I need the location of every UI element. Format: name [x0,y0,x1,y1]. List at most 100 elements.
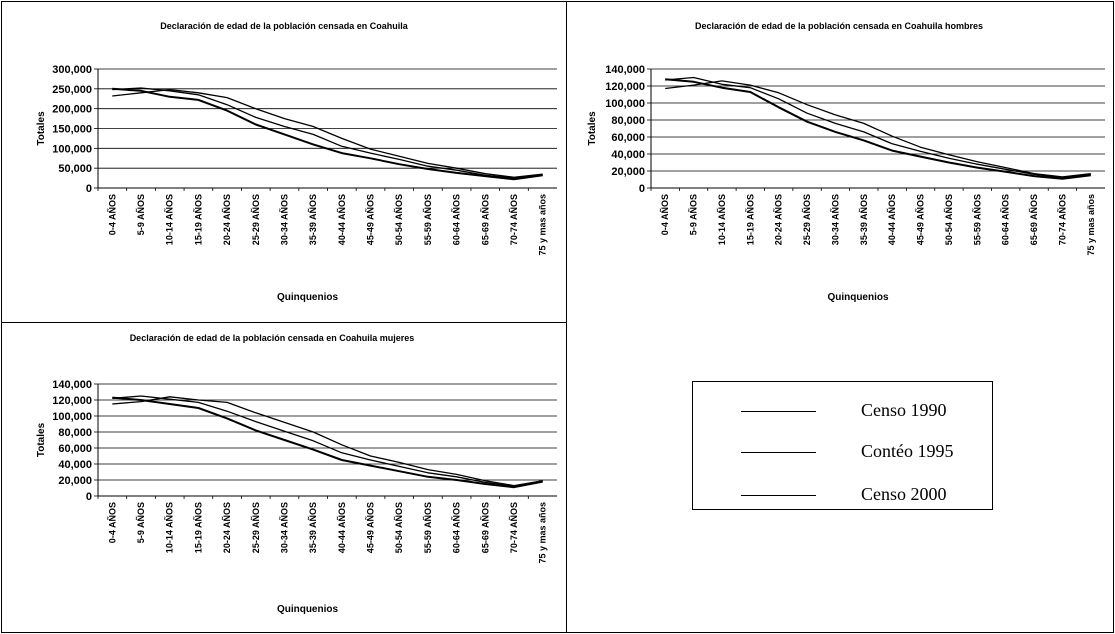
x-tick-label: 60-64 AÑOS [452,194,462,245]
x-tick-label: 70-74 AÑOS [509,194,519,245]
series-line-censo-2000 [665,80,1091,178]
x-tick-label: 0-4 AÑOS [107,194,117,235]
chart-mujeres: Declaración de edad de la población cens… [36,333,557,615]
y-tick-label: 0 [86,183,92,195]
y-tick-label: 40,000 [611,149,645,161]
legend: Censo 1990 Contéo 1995 Censo 2000 [692,381,993,510]
y-tick-label: 20,000 [58,475,92,487]
legend-line-censo-2000 [741,495,816,496]
y-tick-label: 60,000 [611,132,645,144]
x-tick-label: 45-49 AÑOS [366,502,376,553]
x-tick-label: 10-14 AÑOS [165,194,175,245]
x-tick-label: 20-24 AÑOS [222,194,232,245]
x-tick-label: 25-29 AÑOS [251,502,261,553]
x-tick-label: 5-9 AÑOS [136,194,146,235]
y-tick-label: 100,000 [605,98,645,110]
chart-title: Declaración de edad de la población cens… [695,21,983,31]
chart-title: Declaración de edad de la población cens… [160,21,409,31]
y-tick-label: 120,000 [605,81,645,93]
x-tick-label: 40-44 AÑOS [887,194,897,245]
x-tick-label: 40-44 AÑOS [337,194,347,245]
x-tick-label: 40-44 AÑOS [337,502,347,553]
x-tick-label: 15-19 AÑOS [745,194,755,245]
series-line-censo-1990 [112,396,543,489]
x-tick-label: 75 y mas años [1086,194,1096,256]
x-tick-label: 30-34 AÑOS [279,502,289,553]
legend-item-censo-2000: Censo 2000 [693,480,992,510]
series-line-censo-2000 [112,396,543,487]
x-axis-label: Quinquenios [277,292,339,303]
legend-line-conteo-1995 [741,452,816,453]
x-tick-label: 45-49 AÑOS [916,194,926,245]
x-tick-label: 55-59 AÑOS [423,194,433,245]
legend-label: Censo 2000 [861,484,947,504]
series-line-cont-o-1995 [665,76,1091,179]
y-tick-label: 0 [639,183,645,195]
x-tick-label: 35-39 AÑOS [308,502,318,553]
x-tick-label: 65-69 AÑOS [480,502,490,553]
y-tick-label: 250,000 [52,84,92,96]
x-tick-label: 50-54 AÑOS [394,502,404,553]
series-line-cont-o-1995 [112,87,543,179]
chart-hombres: Declaración de edad de la población cens… [587,21,1105,303]
y-tick-label: 200,000 [52,104,92,116]
y-tick-label: 40,000 [58,459,92,471]
legend-label: Contéo 1995 [861,441,954,461]
x-tick-label: 30-34 AÑOS [279,194,289,245]
x-tick-label: 10-14 AÑOS [165,502,175,553]
legend-label: Censo 1990 [861,400,947,420]
x-tick-label: 35-39 AÑOS [859,194,869,245]
x-tick-label: 55-59 AÑOS [423,502,433,553]
y-axis-label: Totales [587,111,598,146]
x-tick-label: 5-9 AÑOS [136,502,146,543]
y-tick-label: 20,000 [611,166,645,178]
x-tick-label: 65-69 AÑOS [1029,194,1039,245]
x-tick-label: 70-74 AÑOS [509,502,519,553]
x-tick-label: 10-14 AÑOS [717,194,727,245]
legend-item-censo-1990: Censo 1990 [693,396,992,426]
x-tick-label: 65-69 AÑOS [480,194,490,245]
chart-total: Declaración de edad de la población cens… [36,21,557,303]
series-line-cont-o-1995 [112,395,543,488]
x-axis-label: Quinquenios [277,604,339,615]
x-axis-label: Quinquenios [827,292,889,303]
y-tick-label: 140,000 [605,64,645,76]
chart-panel-hombres: Declaración de edad de la población cens… [566,1,1114,323]
y-tick-label: 60,000 [58,443,92,455]
legend-item-conteo-1995: Contéo 1995 [693,437,992,467]
series-line-censo-2000 [112,88,543,178]
y-axis-label: Totales [36,111,47,146]
chart-panel-mujeres: Declaración de edad de la población cens… [1,322,567,633]
y-axis-label: Totales [36,422,47,457]
y-tick-label: 0 [86,491,92,503]
y-tick-label: 150,000 [52,124,92,136]
x-tick-label: 50-54 AÑOS [944,194,954,245]
chart-title: Declaración de edad de la población cens… [130,333,415,343]
x-tick-label: 75 y mas años [538,194,548,256]
y-tick-label: 100,000 [52,143,92,155]
y-tick-label: 100,000 [52,411,92,423]
y-tick-label: 50,000 [58,163,92,175]
x-tick-label: 0-4 AÑOS [107,502,117,543]
x-tick-label: 15-19 AÑOS [193,502,203,553]
series-line-censo-1990 [112,87,543,181]
x-tick-label: 0-4 AÑOS [660,194,670,235]
y-tick-label: 120,000 [52,395,92,407]
chart-panel-total: Declaración de edad de la población cens… [1,1,567,323]
series-line-censo-1990 [665,78,1091,180]
x-tick-label: 25-29 AÑOS [251,194,261,245]
y-tick-label: 80,000 [611,115,645,127]
x-tick-label: 45-49 AÑOS [366,194,376,245]
x-tick-label: 70-74 AÑOS [1057,194,1067,245]
x-tick-label: 20-24 AÑOS [222,502,232,553]
x-tick-label: 35-39 AÑOS [308,194,318,245]
x-tick-label: 30-34 AÑOS [830,194,840,245]
y-tick-label: 140,000 [52,379,92,391]
x-tick-label: 5-9 AÑOS [689,194,699,235]
x-tick-label: 50-54 AÑOS [394,194,404,245]
x-tick-label: 60-64 AÑOS [1001,194,1011,245]
x-tick-label: 25-29 AÑOS [802,194,812,245]
x-tick-label: 75 y mas años [538,502,548,564]
y-tick-label: 300,000 [52,64,92,76]
x-tick-label: 60-64 AÑOS [452,502,462,553]
